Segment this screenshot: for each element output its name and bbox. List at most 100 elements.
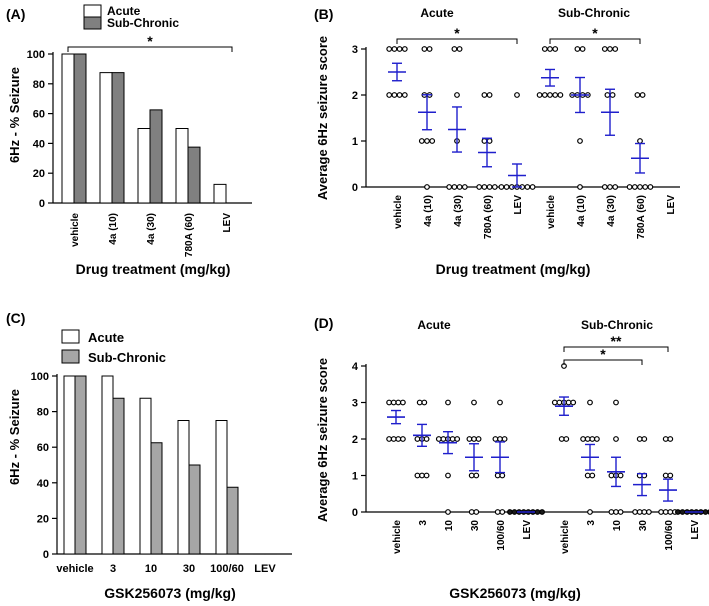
panel-c-ylabel: 6Hz - % Seizure bbox=[7, 389, 22, 485]
panel-d-subchronic-data-point bbox=[556, 399, 563, 406]
panel-d-acute-data-point bbox=[445, 399, 451, 406]
panel-d-subchronic-data-point bbox=[636, 509, 643, 515]
panel-b-subchronic-data-point bbox=[607, 184, 613, 190]
panel-b-acute-category-label: vehicle bbox=[393, 195, 404, 229]
panel-b-subchronic-data-point bbox=[612, 184, 619, 190]
panel-d-ytick-label: 1 bbox=[352, 471, 358, 483]
panel-d-group-acute: Acute bbox=[417, 318, 451, 332]
panel-d-subchronic-data-point bbox=[641, 436, 648, 442]
legend-c-subchronic-swatch bbox=[61, 349, 80, 364]
panel-a-significance-bracket bbox=[67, 46, 233, 52]
panel-b-acute-data-point bbox=[461, 184, 468, 190]
panel-b-acute-data-point bbox=[481, 184, 488, 190]
panel-d-acute-category-label: 3 bbox=[418, 520, 429, 526]
panel-d-acute-category-label: 30 bbox=[470, 520, 481, 532]
panel-b-acute-data-point bbox=[498, 184, 505, 190]
panel-d-subchronic-data-point bbox=[587, 509, 593, 515]
panel-b-acute-data-point bbox=[451, 46, 458, 52]
panel-d-acute-data-point bbox=[445, 472, 451, 479]
panel-d-acute-data-point bbox=[468, 509, 475, 515]
panel-d-subchronic-data-point bbox=[589, 436, 596, 442]
panel-b-acute-category-label: 4a (10) bbox=[423, 195, 434, 227]
panel-c-bar-subchronic bbox=[150, 442, 163, 555]
panel-d-subchronic-data-point bbox=[584, 436, 591, 442]
panel-c-bar-acute bbox=[63, 375, 76, 555]
panel-b-subchronic-data-point bbox=[574, 46, 581, 52]
panel-a-bar-subchronic bbox=[111, 72, 125, 204]
panel-b-subchronic-data-point bbox=[577, 184, 583, 190]
panel-d-subchronic-data-point bbox=[584, 472, 591, 479]
panel-b-subchronic-data-point bbox=[631, 184, 638, 190]
legend-a-subchronic-swatch bbox=[83, 16, 102, 30]
panel-d-subchronic-data-point bbox=[667, 436, 674, 442]
panel-d-acute-data-point bbox=[390, 399, 397, 406]
panel-b-subchronic-data-point bbox=[612, 46, 619, 52]
panel-b-acute-data-point bbox=[529, 184, 536, 190]
panel-b-subchronic-data-point bbox=[637, 184, 643, 190]
panel-d-subchronic-data-point bbox=[667, 509, 674, 515]
panel-d-acute-category-label: vehicle bbox=[392, 520, 403, 554]
panel-d-acute-data-point bbox=[499, 509, 506, 515]
panel-b-subchronic-data-point bbox=[536, 92, 543, 98]
panel-d-subchronic-data-point bbox=[570, 399, 577, 406]
legend-c-acute-label: Acute bbox=[88, 330, 124, 345]
panel-c-ytick-label: 80 bbox=[37, 407, 49, 419]
panel-b-acute-data-point bbox=[396, 46, 403, 52]
panel-b-subchronic-data-point bbox=[642, 184, 649, 190]
panel-d-group-subchronic: Sub-Chronic bbox=[581, 318, 653, 332]
panel-d-acute-data-point bbox=[494, 509, 501, 515]
panel-d-acute-category-label: 10 bbox=[444, 520, 455, 532]
panel-b-subchronic-data-point bbox=[577, 138, 583, 144]
panel-d-acute-data-point bbox=[492, 436, 499, 442]
panel-b-acute-data-point bbox=[486, 92, 493, 98]
panel-b-subchronic-significance-bracket bbox=[549, 38, 641, 44]
panel-d-subchronic-data-point bbox=[613, 399, 619, 406]
panel-a-bar-subchronic bbox=[149, 109, 163, 204]
panel-a-ytick-label: 80 bbox=[33, 79, 45, 91]
panel-b-acute-data-point bbox=[503, 184, 510, 190]
panel-b-acute-significance-bracket bbox=[396, 38, 518, 44]
panel-d-subchronic-data-point bbox=[662, 509, 669, 515]
panel-c-bar-acute bbox=[101, 375, 114, 555]
panel-d-acute-category-label: LEV bbox=[522, 520, 533, 540]
panel-b-acute-data-point bbox=[424, 184, 430, 190]
panel-c-category-label: 100/60 bbox=[210, 563, 244, 575]
panel-d-xlabel: GSK256073 (mg/kg) bbox=[449, 585, 581, 601]
panel-b-acute-data-point bbox=[456, 184, 463, 190]
panel-c-category-label: LEV bbox=[254, 563, 276, 575]
panel-b-subchronic-data-point bbox=[552, 46, 559, 52]
panel-b-subchronic-data-point bbox=[541, 46, 548, 52]
panel-d-subchronic-data-point bbox=[608, 509, 615, 515]
panel-c-ytick-label: 0 bbox=[43, 549, 49, 561]
panel-d-ytick-label: 2 bbox=[352, 434, 358, 446]
panel-d-subchronic-data-point bbox=[662, 436, 669, 442]
panel-b-acute-data-point bbox=[391, 92, 398, 98]
panel-b-acute-data-point bbox=[476, 184, 483, 190]
panel-a-title: (A) bbox=[6, 6, 25, 22]
panel-b-acute-data-point bbox=[386, 92, 393, 98]
panel-d-subchronic-data-point bbox=[565, 399, 572, 406]
panel-b-ylabel: Average 6Hz seizure score bbox=[315, 36, 330, 200]
panel-a-category-label: 4a (30) bbox=[146, 213, 157, 245]
panel-b-subchronic-data-point bbox=[579, 46, 586, 52]
panel-d-acute-data-point bbox=[395, 436, 402, 442]
panel-b-subchronic-category-label: LEV bbox=[666, 195, 677, 215]
panel-c-bar-acute bbox=[177, 420, 190, 555]
panel-d-subchronic-data-point bbox=[617, 472, 624, 479]
panel-a-category-label: LEV bbox=[222, 213, 233, 233]
panel-d-acute-data-point bbox=[400, 399, 406, 406]
panel-b-acute-data-point bbox=[491, 184, 498, 190]
panel-d-subchronic-data-point bbox=[551, 399, 558, 406]
panel-b-acute-data-point bbox=[524, 184, 531, 190]
panel-c-ytick-label: 60 bbox=[37, 442, 49, 454]
legend-c-subchronic-label: Sub-Chronic bbox=[88, 350, 166, 365]
panel-d-subchronic-data-point bbox=[608, 472, 615, 479]
panel-c-bar-subchronic bbox=[188, 464, 201, 555]
panel-d-subchronic-category-label: 30 bbox=[638, 520, 649, 532]
panel-d-subchronic-data-point bbox=[563, 436, 570, 442]
panel-d-acute-data-point bbox=[454, 436, 461, 442]
panel-c-category-label: 30 bbox=[183, 563, 195, 575]
panel-c-category-label: 3 bbox=[110, 563, 116, 575]
panel-b-acute-data-point bbox=[481, 138, 488, 144]
